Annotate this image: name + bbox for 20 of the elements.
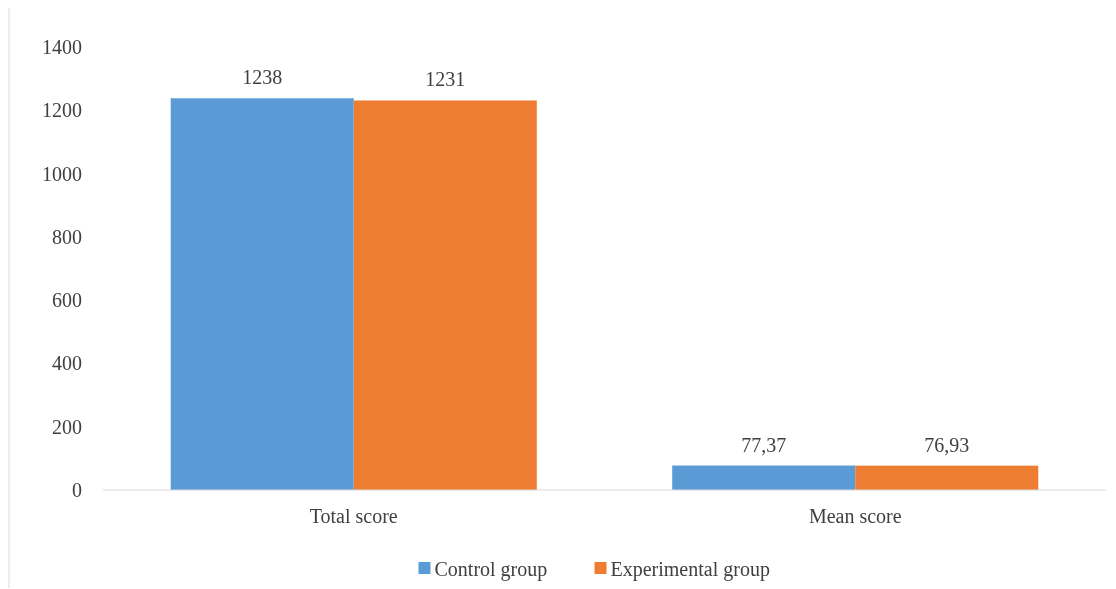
y-tick-label: 1400 [42,36,82,58]
bar [353,100,537,490]
y-tick-label: 0 [72,479,82,501]
y-tick-label: 600 [52,289,82,312]
bar [672,465,856,490]
data-label: 1231 [425,68,466,91]
x-tick-label: Total score [309,505,398,527]
y-tick-label: 800 [52,225,82,248]
bar [855,465,1039,490]
y-tick-label: 200 [52,415,82,438]
x-tick-label: Mean score [808,505,902,527]
y-tick-label: 1200 [42,99,82,122]
legend-label: Experimental group [610,558,770,581]
legend-label: Control group [434,558,548,581]
bar [170,98,354,490]
y-tick-label: 1000 [42,162,82,185]
data-label: 1238 [242,66,283,89]
y-tick-label: 400 [52,352,82,375]
data-label: 76,93 [924,433,970,456]
data-label: 77,37 [741,433,787,456]
